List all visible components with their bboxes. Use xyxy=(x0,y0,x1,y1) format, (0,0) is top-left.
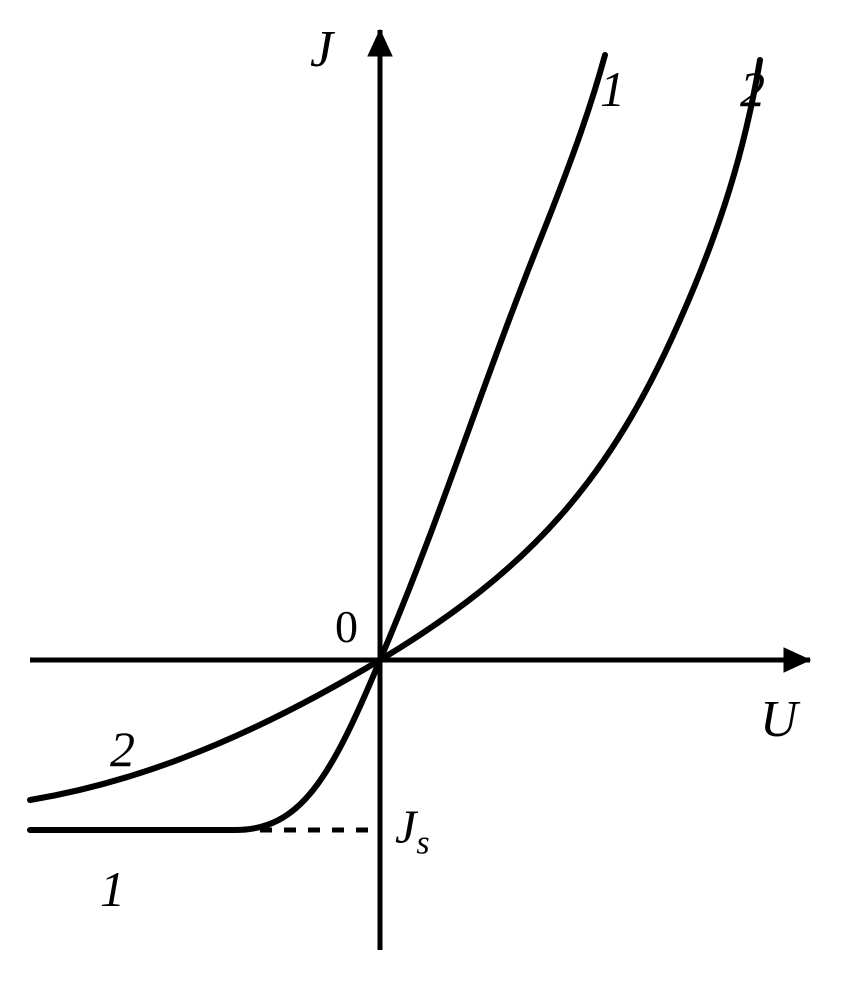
curve-1 xyxy=(30,55,605,830)
curve-2 xyxy=(30,60,760,800)
saturation-current-label-main: J xyxy=(395,801,416,854)
saturation-current-label-sub: s xyxy=(416,825,429,862)
curve-2-label-pos: 2 xyxy=(740,60,765,118)
y-axis-label: J xyxy=(310,20,333,79)
curve-2-label-neg: 2 xyxy=(110,720,135,778)
curve-1-label-pos: 1 xyxy=(600,60,625,118)
x-axis-arrowhead xyxy=(784,648,810,672)
y-axis-arrowhead xyxy=(368,30,392,56)
origin-label: 0 xyxy=(335,600,358,653)
x-axis-label: U xyxy=(760,690,798,749)
diode-iv-chart: J U 0 1 2 1 2 Js xyxy=(0,0,841,981)
curve-1-label-neg: 1 xyxy=(100,860,125,918)
saturation-current-label: Js xyxy=(395,800,430,863)
